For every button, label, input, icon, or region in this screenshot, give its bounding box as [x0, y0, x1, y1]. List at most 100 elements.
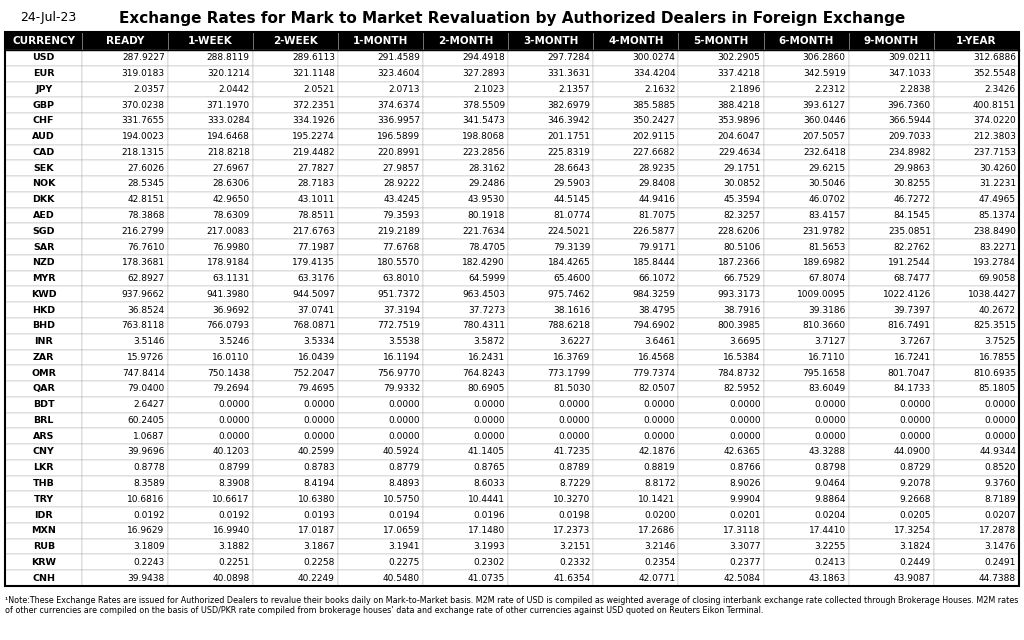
Text: 370.0238: 370.0238 — [122, 100, 165, 109]
Text: 39.3186: 39.3186 — [808, 306, 846, 315]
Text: 83.6049: 83.6049 — [809, 385, 846, 394]
Text: 810.3660: 810.3660 — [803, 321, 846, 330]
Text: 3.1993: 3.1993 — [473, 542, 505, 551]
Bar — [168, 223, 253, 239]
Bar — [5, 66, 83, 81]
Text: 37.3194: 37.3194 — [383, 306, 420, 315]
Bar — [168, 413, 253, 428]
Bar — [593, 492, 679, 507]
Bar — [83, 81, 168, 97]
Bar — [338, 570, 423, 586]
Bar — [849, 255, 934, 271]
Bar — [5, 129, 83, 145]
Text: 3.5146: 3.5146 — [133, 337, 165, 346]
Text: 9.3760: 9.3760 — [984, 479, 1016, 488]
Text: 0.0000: 0.0000 — [473, 416, 505, 425]
Text: 0.0000: 0.0000 — [644, 432, 676, 441]
Bar — [253, 66, 338, 81]
Text: 0.2302: 0.2302 — [474, 558, 505, 567]
Bar — [253, 492, 338, 507]
Text: 0.0000: 0.0000 — [984, 416, 1016, 425]
Text: 189.6982: 189.6982 — [803, 259, 846, 268]
Text: BDT: BDT — [33, 400, 54, 409]
Bar — [253, 318, 338, 334]
Text: 393.6127: 393.6127 — [803, 100, 846, 109]
Text: 41.7235: 41.7235 — [553, 447, 590, 456]
Text: 352.5548: 352.5548 — [973, 69, 1016, 78]
Text: 80.6905: 80.6905 — [468, 385, 505, 394]
Bar — [423, 460, 508, 476]
Bar — [168, 97, 253, 113]
Bar — [253, 176, 338, 192]
Bar — [338, 97, 423, 113]
Text: 3.5872: 3.5872 — [474, 337, 505, 346]
Bar — [849, 413, 934, 428]
Text: 178.3681: 178.3681 — [122, 259, 165, 268]
Text: 3.6461: 3.6461 — [644, 337, 676, 346]
Text: 17.0659: 17.0659 — [383, 526, 420, 535]
Text: 378.5509: 378.5509 — [462, 100, 505, 109]
Text: GBP: GBP — [33, 100, 54, 109]
Bar — [338, 50, 423, 66]
Text: 371.1970: 371.1970 — [207, 100, 250, 109]
Text: 17.3254: 17.3254 — [894, 526, 931, 535]
Text: 41.6354: 41.6354 — [553, 573, 590, 582]
Bar — [764, 81, 849, 97]
Bar — [934, 81, 1019, 97]
Text: 28.5345: 28.5345 — [128, 179, 165, 189]
Text: 225.8319: 225.8319 — [548, 148, 590, 157]
Bar — [338, 66, 423, 81]
Text: 63.3176: 63.3176 — [298, 274, 335, 283]
Bar — [338, 476, 423, 492]
Bar — [5, 145, 83, 161]
Text: 9.9904: 9.9904 — [729, 495, 761, 504]
Text: 67.8074: 67.8074 — [809, 274, 846, 283]
Bar — [934, 428, 1019, 444]
Bar — [934, 271, 1019, 287]
Text: 15.9726: 15.9726 — [127, 353, 165, 362]
Text: 28.6643: 28.6643 — [553, 164, 590, 173]
Text: 228.6206: 228.6206 — [718, 227, 761, 236]
Bar — [253, 554, 338, 570]
Bar — [849, 32, 934, 50]
Bar — [849, 271, 934, 287]
Text: 10.5750: 10.5750 — [383, 495, 420, 504]
Text: 17.3118: 17.3118 — [723, 526, 761, 535]
Text: 2-WEEK: 2-WEEK — [273, 36, 317, 46]
Bar — [338, 413, 423, 428]
Bar — [934, 334, 1019, 349]
Bar — [764, 428, 849, 444]
Bar — [83, 239, 168, 255]
Bar — [593, 129, 679, 145]
Text: 17.4410: 17.4410 — [809, 526, 846, 535]
Text: QAR: QAR — [33, 385, 55, 394]
Text: 29.5903: 29.5903 — [553, 179, 590, 189]
Text: 237.7153: 237.7153 — [973, 148, 1016, 157]
Bar — [508, 239, 593, 255]
Text: 0.2258: 0.2258 — [303, 558, 335, 567]
Bar — [764, 381, 849, 397]
Bar — [764, 97, 849, 113]
Text: KRW: KRW — [32, 558, 56, 567]
Bar — [5, 255, 83, 271]
Bar — [934, 32, 1019, 50]
Text: 800.3985: 800.3985 — [718, 321, 761, 330]
Text: 235.0851: 235.0851 — [888, 227, 931, 236]
Bar — [83, 476, 168, 492]
Text: 385.5885: 385.5885 — [633, 100, 676, 109]
Text: 66.7529: 66.7529 — [723, 274, 761, 283]
Bar — [423, 444, 508, 460]
Text: 8.6033: 8.6033 — [473, 479, 505, 488]
Bar — [253, 271, 338, 287]
Text: 218.1315: 218.1315 — [122, 148, 165, 157]
Bar — [168, 397, 253, 413]
Text: 2.2838: 2.2838 — [899, 85, 931, 94]
Text: THB: THB — [33, 479, 54, 488]
Text: 39.7397: 39.7397 — [894, 306, 931, 315]
Bar — [679, 97, 764, 113]
Bar — [934, 523, 1019, 539]
Bar — [679, 239, 764, 255]
Text: 231.9782: 231.9782 — [803, 227, 846, 236]
Text: 16.5384: 16.5384 — [723, 353, 761, 362]
Bar — [849, 66, 934, 81]
